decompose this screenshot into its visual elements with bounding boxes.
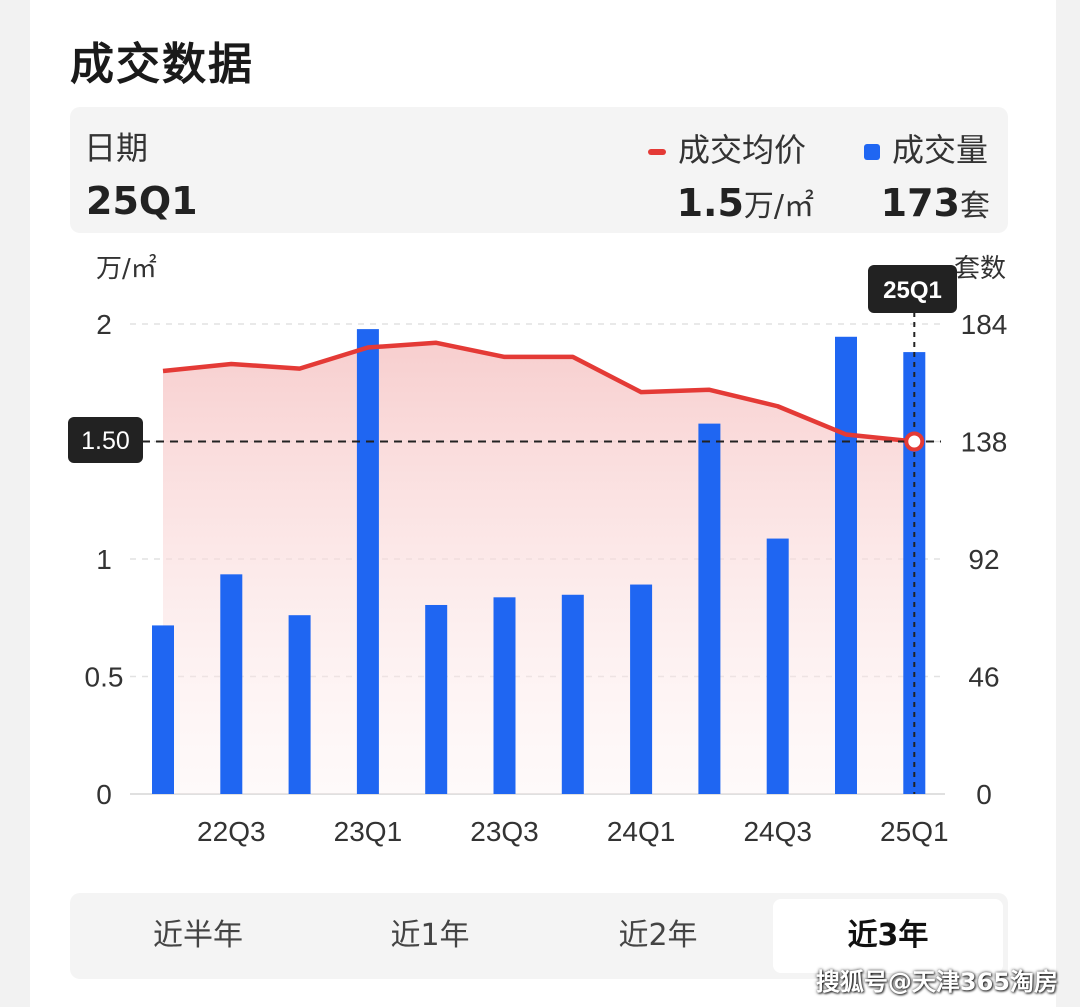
- legend-volume-label: 成交量: [892, 131, 989, 169]
- right-axis-unit: 套数: [954, 254, 1006, 284]
- price-number: 1.5: [676, 181, 744, 225]
- right-tick-label: 184: [961, 309, 1008, 340]
- volume-unit: 套: [960, 189, 990, 224]
- price-value: 1.5万/㎡: [677, 181, 814, 225]
- date-label: 日期: [84, 129, 149, 167]
- right-tick-label: 92: [968, 544, 999, 575]
- price-tooltip-label: 1.50: [81, 427, 130, 455]
- legend-price: 成交均价: [648, 125, 806, 171]
- category-tooltip-label: 25Q1: [883, 277, 942, 304]
- x-tick-label: 24Q3: [743, 816, 812, 847]
- legend-volume: 成交量: [864, 125, 988, 171]
- volume-bar-icon: [864, 144, 880, 160]
- volume-value: 173套: [881, 181, 990, 225]
- volume-bar: [220, 574, 243, 794]
- price-line-icon: [648, 149, 666, 155]
- volume-bar: [698, 423, 721, 794]
- left-axis-unit: 万/㎡: [96, 254, 157, 284]
- volume-bar: [288, 615, 311, 794]
- date-value: 25Q1: [86, 179, 198, 223]
- tab-1-year[interactable]: 近1年: [390, 918, 470, 953]
- watermark: 搜狐号@天津365淘房: [815, 968, 1058, 996]
- page-title: 成交数据: [70, 39, 254, 90]
- price-unit: 万/㎡: [743, 189, 814, 224]
- left-tick-label: 0: [96, 779, 112, 810]
- category-tooltip-bg: [868, 265, 957, 313]
- x-tick-label: 22Q3: [197, 816, 266, 847]
- price-tooltip-bg: [68, 417, 143, 463]
- volume-bar: [630, 584, 653, 794]
- highlight-point: [904, 431, 925, 452]
- range-tabs: 近半年 近1年 近2年 近3年: [70, 893, 1008, 979]
- x-tick-label: 25Q1: [880, 816, 949, 847]
- x-tick-label: 23Q3: [470, 816, 539, 847]
- tab-half-year[interactable]: 近半年: [153, 918, 243, 953]
- tab-2-year[interactable]: 近2年: [618, 918, 698, 953]
- right-tick-label: 138: [961, 427, 1008, 458]
- price-area: [163, 342, 915, 794]
- left-tick-label: 2: [96, 309, 112, 340]
- volume-bar: [493, 597, 516, 794]
- price-line: [162, 340, 915, 444]
- volume-bar: [356, 329, 379, 794]
- volume-bar: [425, 604, 448, 794]
- x-tick-label: 23Q1: [334, 816, 403, 847]
- summary-panel: 日期 25Q1 成交均价 成交量 1.5万/㎡ 173套: [70, 107, 1008, 233]
- left-tick-label: 1: [96, 544, 112, 575]
- left-tick-label: 0.5: [85, 662, 124, 693]
- legend-price-label: 成交均价: [678, 131, 807, 169]
- tab-3-year[interactable]: 近3年: [773, 899, 1003, 973]
- right-tick-label: 46: [968, 662, 999, 693]
- right-tick-label: 0: [976, 779, 992, 810]
- volume-bar: [561, 594, 584, 794]
- volume-bar: [152, 625, 174, 794]
- x-tick-label: 24Q1: [607, 816, 676, 847]
- volume-number: 173: [880, 181, 960, 225]
- volume-bar: [766, 538, 789, 794]
- volume-bar: [835, 336, 857, 794]
